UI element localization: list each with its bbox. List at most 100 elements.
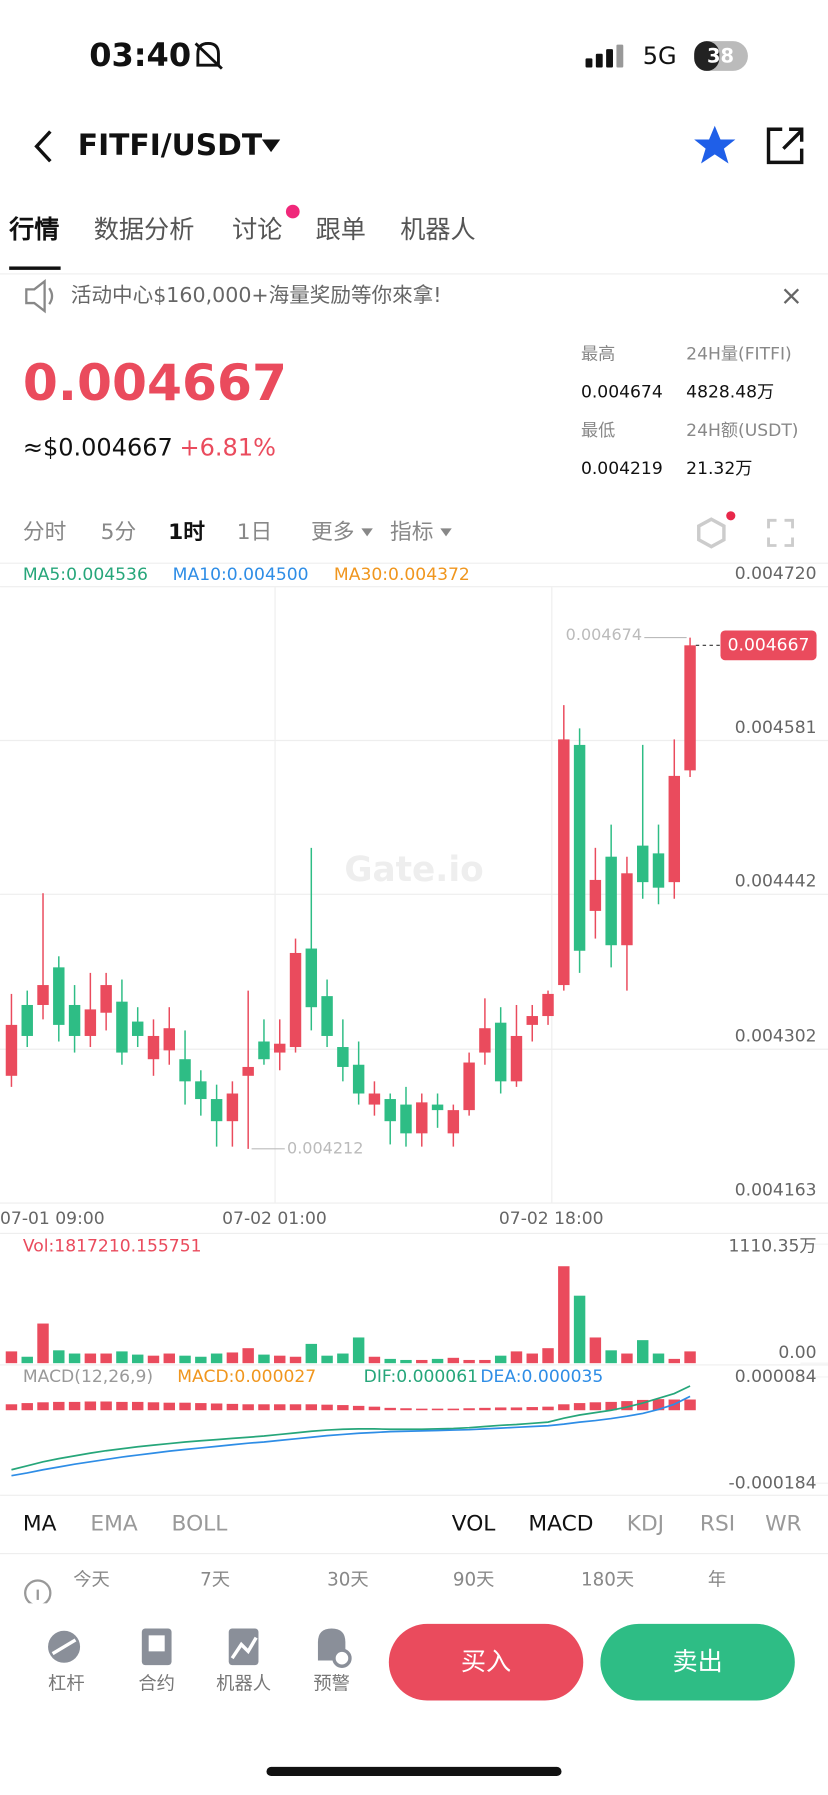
buy-button[interactable] (388, 1623, 584, 1701)
volume-bar (400, 1359, 412, 1364)
ma-legend: MA5:0.004536 (23, 565, 148, 585)
nav-label[interactable]: 预警 (313, 1674, 350, 1695)
indicator-tab[interactable]: WR (765, 1511, 802, 1536)
low-label: 0.004212 (287, 1138, 363, 1157)
macd-bar (337, 1405, 349, 1411)
indicator-tab[interactable]: RSI (700, 1511, 735, 1536)
settings-badge (726, 511, 736, 521)
settings-icon[interactable] (697, 517, 726, 549)
volume-bar (542, 1348, 554, 1364)
volume-bar (5, 1351, 18, 1364)
indicator-tab[interactable]: MA (23, 1511, 57, 1536)
indicator-tab[interactable]: EMA (90, 1511, 137, 1536)
macd-bar (621, 1401, 633, 1411)
tab-badge (285, 204, 300, 219)
candle-body (400, 1104, 412, 1134)
volume-bar (558, 1266, 570, 1364)
stat-value: 0.004219 (581, 459, 663, 479)
macd-bar (684, 1399, 696, 1411)
interval-tab[interactable]: 指标 (390, 520, 433, 545)
volume-tick-label: 1110.35万 (729, 1237, 817, 1257)
candle-body (100, 985, 112, 1013)
macd-bar (589, 1402, 602, 1411)
return-period: 今天 (73, 1569, 110, 1590)
tab[interactable]: 机器人 (400, 215, 475, 244)
y-tick-label: 0.004581 (735, 718, 817, 738)
banner-text[interactable]: 活动中心$160,000+海量奖励等你來拿! (71, 283, 442, 307)
last-price: 0.004667 (23, 353, 287, 412)
indicator-tab[interactable]: KDJ (627, 1511, 664, 1536)
stat-label: 24H量(FITFI) (686, 345, 792, 365)
divider (0, 562, 828, 564)
tab[interactable]: 讨论 (232, 215, 282, 244)
fullscreen-icon[interactable] (767, 518, 794, 547)
interval-tab[interactable]: 更多 (311, 520, 354, 545)
alert-icon[interactable] (317, 1628, 352, 1668)
candle-body (210, 1099, 223, 1122)
x-tick-label: 07-02 01:00 (222, 1209, 327, 1229)
macd-bar (226, 1403, 239, 1411)
status-time: 03:40 (89, 36, 191, 74)
candle-body (652, 853, 665, 888)
tab[interactable]: 跟单 (316, 215, 366, 244)
divider (0, 1232, 828, 1234)
volume-bar (668, 1358, 681, 1364)
contract-icon[interactable] (141, 1628, 172, 1666)
home-indicator (266, 1766, 562, 1777)
macd-bar (100, 1401, 112, 1411)
macd-bar (400, 1408, 412, 1411)
indicator-tab[interactable]: MACD (528, 1511, 593, 1536)
volume-bar (68, 1353, 81, 1364)
volume-bar (589, 1337, 602, 1364)
interval-tab[interactable]: 分时 (23, 520, 66, 545)
volume-bar (226, 1352, 239, 1364)
interval-tab[interactable]: 1日 (237, 520, 273, 545)
leverage-icon[interactable] (48, 1630, 81, 1663)
candle-body (384, 1099, 396, 1122)
macd-bar (84, 1401, 97, 1411)
return-period: 年 (708, 1569, 726, 1590)
pair-dropdown[interactable] (261, 139, 281, 153)
candle-body (37, 985, 49, 1005)
volume-bar (100, 1353, 112, 1364)
sell-button[interactable] (600, 1623, 795, 1701)
buy-label[interactable]: 买入 (461, 1647, 511, 1676)
pair-title[interactable]: FITFI/USDT (78, 128, 263, 163)
candle-body (494, 1022, 507, 1082)
bot-icon[interactable] (228, 1628, 259, 1666)
volume-bar (352, 1337, 365, 1364)
volume-bar (637, 1340, 649, 1364)
signal-icon (585, 44, 624, 68)
candle-body (242, 1066, 254, 1076)
volume-bar (652, 1353, 665, 1364)
tab[interactable]: 行情 (8, 215, 59, 244)
divider (0, 273, 828, 275)
candle-body (131, 1021, 144, 1036)
macd-bar (652, 1399, 665, 1411)
nav-label[interactable]: 合约 (138, 1674, 175, 1695)
indicator-tab[interactable]: VOL (452, 1511, 496, 1536)
tab-indicator (9, 266, 61, 270)
indicator-tab[interactable]: BOLL (172, 1511, 228, 1536)
macd-bar (321, 1404, 333, 1411)
volume-bar (494, 1355, 507, 1364)
banner-close[interactable] (783, 288, 800, 304)
dropdown-arrow (440, 528, 452, 537)
favorite-star[interactable] (694, 125, 736, 164)
tab[interactable]: 数据分析 (94, 215, 195, 244)
volume-bar (321, 1355, 333, 1364)
nav-label[interactable]: 杠杆 (48, 1674, 85, 1695)
volume-bar (479, 1359, 491, 1364)
nav-label[interactable]: 机器人 (216, 1674, 271, 1695)
candle-body (352, 1064, 365, 1094)
macd-bar (368, 1406, 381, 1411)
interval-tab[interactable]: 5分 (101, 520, 137, 545)
candle-body (305, 948, 318, 1008)
share-icon[interactable] (766, 127, 804, 165)
back-button[interactable] (34, 130, 52, 163)
volume-bar (431, 1358, 444, 1364)
interval-tab[interactable]: 1时 (168, 520, 205, 545)
volume-bar (116, 1351, 128, 1364)
sell-label[interactable]: 卖出 (672, 1647, 722, 1676)
